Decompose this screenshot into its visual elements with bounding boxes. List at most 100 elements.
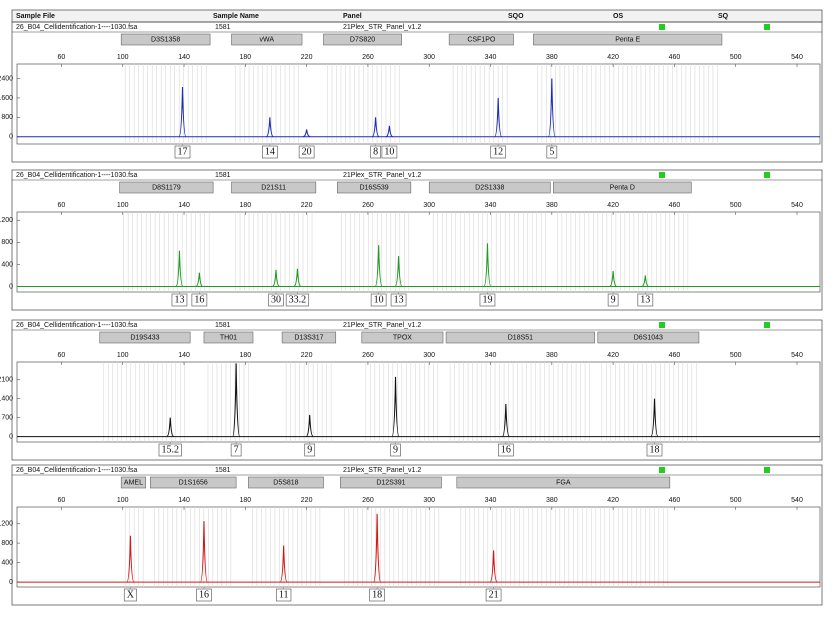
peak (641, 275, 649, 288)
allele-box (275, 588, 292, 602)
status-square (764, 172, 770, 178)
peak (195, 272, 204, 288)
allele-label: 5 (549, 146, 554, 157)
y-tick-label: 800 (1, 239, 13, 246)
y-tick-label: 2100 (0, 376, 13, 383)
x-tick-label: 460 (669, 497, 681, 504)
allele-box (196, 588, 212, 602)
x-tick-label: 60 (58, 497, 66, 504)
allele-label: 12 (493, 146, 503, 157)
allele-label: 9 (307, 444, 312, 455)
x-tick-label: 300 (423, 497, 435, 504)
y-tick-label: 0 (9, 134, 13, 141)
marker-box (361, 331, 444, 344)
marker-box (340, 476, 442, 489)
y-tick-label: 400 (1, 559, 13, 566)
marker-box (203, 331, 254, 344)
peak (199, 521, 209, 583)
column-header: Sample File (16, 13, 55, 20)
x-tick-label: 100 (117, 54, 129, 61)
allele-box (123, 588, 137, 602)
y-tick-label: 0 (9, 579, 13, 586)
x-tick-label: 220 (301, 352, 313, 359)
column-header: OS (613, 13, 623, 20)
marker-name: D1S1656 (179, 479, 208, 486)
y-tick-label: 800 (1, 540, 13, 547)
peak (483, 243, 492, 288)
marker-box (323, 33, 402, 46)
allele-label: 30 (271, 294, 281, 305)
x-tick-label: 460 (669, 54, 681, 61)
x-tick-label: 340 (485, 352, 497, 359)
allele-box (381, 145, 398, 159)
x-tick-label: 220 (301, 497, 313, 504)
x-tick-label: 380 (546, 497, 558, 504)
x-tick-label: 140 (178, 54, 190, 61)
marker-box (281, 331, 337, 344)
x-tick-label: 460 (669, 202, 681, 209)
marker-name: TPOX (393, 334, 412, 341)
peak (305, 414, 314, 438)
allele-box (390, 443, 401, 457)
panel-frame (11, 464, 823, 606)
panel-name: 21Plex_STR_Panel_v1.2 (343, 172, 421, 179)
x-tick-label: 420 (607, 202, 619, 209)
allele-label: 16 (199, 589, 209, 600)
marker-box (533, 33, 723, 46)
column-header: Sample Name (213, 13, 259, 20)
allele-box (497, 443, 514, 457)
x-tick-label: 540 (791, 202, 803, 209)
x-tick-label: 100 (117, 497, 129, 504)
x-tick-label: 100 (117, 352, 129, 359)
marker-box (445, 331, 596, 344)
allele-box (370, 293, 387, 307)
sample-name: 1581 (215, 467, 231, 474)
panel-frame (11, 319, 823, 461)
x-tick-label: 340 (485, 202, 497, 209)
peak (494, 97, 503, 138)
allele-box (607, 293, 619, 307)
y-tick-label: 1200 (0, 217, 13, 224)
allele-label: 8 (373, 146, 378, 157)
allele-label: 15.2 (161, 444, 179, 455)
allele-box (370, 145, 381, 159)
marker-name: vWA (260, 36, 275, 43)
x-tick-label: 140 (178, 497, 190, 504)
peak (303, 129, 311, 138)
allele-box (485, 588, 502, 602)
panel-name: 21Plex_STR_Panel_v1.2 (343, 467, 421, 474)
sample-file: 26_B04_Cellidentification-1----1030.fsa (16, 172, 138, 179)
sample-file: 26_B04_Cellidentification-1----1030.fsa (16, 467, 138, 474)
column-header: SQO (508, 13, 524, 20)
allele-box (158, 443, 182, 457)
x-tick-label: 300 (423, 202, 435, 209)
allele-label: 18 (649, 444, 659, 455)
x-tick-label: 260 (362, 352, 374, 359)
marker-name: AMEL (124, 479, 143, 486)
allele-label: 17 (178, 146, 188, 157)
marker-name: Penta D (610, 184, 635, 191)
peak (232, 363, 241, 438)
x-tick-label: 460 (669, 352, 681, 359)
panel-name: 21Plex_STR_Panel_v1.2 (343, 322, 421, 329)
allele-box (262, 145, 278, 159)
marker-name: TH01 (220, 334, 237, 341)
allele-box (171, 293, 188, 307)
panel-frame (11, 21, 823, 163)
allele-box (304, 443, 316, 457)
x-tick-label: 180 (239, 497, 251, 504)
x-tick-label: 540 (791, 54, 803, 61)
x-tick-label: 300 (423, 54, 435, 61)
allele-label: 14 (265, 146, 275, 157)
allele-label: 33.2 (289, 294, 307, 305)
peak (175, 250, 184, 288)
y-tick-label: 700 (1, 414, 13, 421)
allele-label: 20 (302, 146, 312, 157)
peak (279, 545, 288, 583)
y-tick-label: 0 (9, 283, 13, 290)
panel-frame (11, 169, 823, 311)
sample-name: 1581 (215, 172, 231, 179)
x-tick-label: 500 (730, 352, 742, 359)
x-tick-label: 420 (607, 352, 619, 359)
